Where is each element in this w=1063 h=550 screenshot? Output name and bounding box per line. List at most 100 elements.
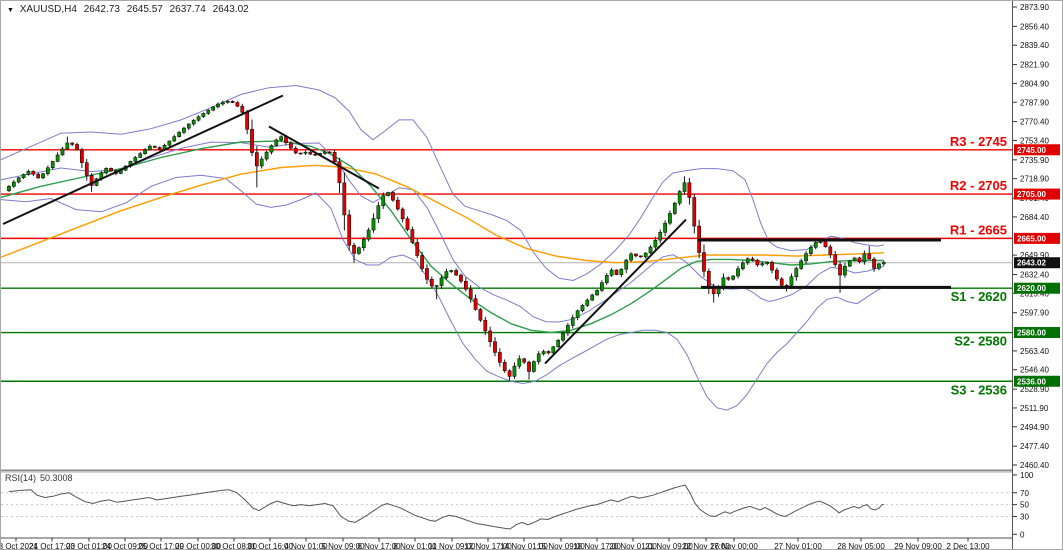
trend-line-1[interactable] [2, 94, 284, 225]
rsi-tick-label: 50 [1020, 501, 1029, 510]
candle-bear [245, 112, 249, 130]
candle-bear [454, 270, 458, 276]
candle-bear [395, 199, 400, 210]
candle-bear [488, 330, 492, 342]
candle-bull [862, 253, 867, 263]
price-level-box [1014, 144, 1060, 156]
price-axis-bg[interactable] [1013, 1, 1063, 550]
price-level-box-label: 2620.00 [1017, 284, 1046, 293]
candle-bull [26, 170, 31, 175]
candle-bear [70, 142, 75, 145]
rsi-tick-label: 100 [1020, 471, 1034, 480]
candle-bear [527, 361, 531, 372]
time-tick-label: 24 Oct 09:00 [102, 542, 148, 550]
candle-bear [157, 147, 162, 150]
time-tick-label: 28 Nov 05:00 [837, 542, 885, 550]
candle-bear [352, 245, 356, 254]
candle-bear [706, 271, 711, 288]
candle-bear [337, 161, 342, 184]
candle-bull [517, 358, 522, 367]
candle-bull [225, 100, 230, 103]
price-level-box-label: 2536.00 [1017, 377, 1046, 386]
bollinger-lower-band [1, 174, 885, 411]
candle-bear [775, 269, 779, 280]
rsi-tick-label: 0 [1020, 530, 1025, 539]
candle-bear [473, 298, 478, 310]
candle-bull [439, 277, 444, 286]
sr-label-r2[interactable]: R2 - 2705 [950, 178, 1007, 193]
sr-label-s1[interactable]: S1 - 2620 [951, 289, 1007, 304]
candle-bull [50, 161, 55, 168]
candle-bull [804, 253, 808, 262]
time-tick-label: 31 Oct 16:00 [247, 542, 293, 550]
candle-bear [726, 277, 731, 280]
candle-bull [663, 222, 667, 233]
price-level-box [1014, 375, 1060, 387]
candle-bear [493, 341, 497, 353]
candle-bull [677, 191, 682, 204]
candle-bear [80, 149, 84, 163]
ohlc-low: 2637.74 [169, 4, 206, 15]
price-tick-label: 2632.40 [1020, 270, 1049, 279]
slow-ma-line [1, 164, 885, 264]
candle-bear [152, 145, 157, 148]
candle-bull [444, 271, 449, 279]
candle-bull [512, 365, 517, 377]
candle-bull [877, 263, 881, 269]
candle-bull [16, 177, 21, 183]
candle-bull [765, 262, 770, 264]
candle-bull [532, 361, 536, 372]
price-level-box [1014, 188, 1060, 200]
candle-bull [556, 339, 561, 348]
sr-label-s2[interactable]: S2- 2580 [954, 334, 1007, 349]
candle-bull [264, 151, 269, 160]
candle-bull [216, 103, 220, 108]
candle-bear [459, 274, 463, 282]
price-level-box [1014, 257, 1060, 269]
time-tick-label: 11 Nov 09:00 [429, 542, 477, 550]
sr-label-r3[interactable]: R3 - 2745 [950, 134, 1007, 149]
bollinger-upper-band [1, 84, 885, 282]
candle-bear [614, 269, 619, 275]
time-tick-label: 6 Nov 17:00 [357, 542, 401, 550]
candle-bull [138, 153, 143, 158]
price-level-box [1014, 327, 1060, 339]
candle-bear [391, 192, 395, 201]
price-axis[interactable]: 2873.90 2856.40 2839.40 2821.90 2804.90 2787.… [1012, 1, 1063, 550]
time-tick-label: 29 Nov 09:00 [894, 542, 942, 550]
candle-bull [381, 195, 386, 206]
sr-label-s3[interactable]: S3 - 2536 [951, 382, 1007, 397]
price-tick-label: 2563.40 [1020, 347, 1049, 356]
candle-bull [143, 149, 147, 154]
time-tick-label: 29 Oct 00:00 [175, 542, 221, 550]
candle-bear [84, 162, 89, 176]
candle-bear [347, 214, 352, 246]
price-tick-label: 2770.40 [1020, 118, 1049, 127]
price-tick-label: 2753.40 [1020, 136, 1049, 145]
candle-bull [585, 299, 590, 306]
symbol-dropdown-icon[interactable]: ▼ [7, 7, 14, 14]
rsi-line [8, 484, 885, 530]
candle-bull [274, 139, 279, 146]
candle-bull [619, 268, 624, 275]
candle-bear [838, 264, 842, 276]
candle-bull [789, 276, 794, 286]
time-tick-label: 26 Nov 00:00 [710, 542, 758, 550]
candle-bull [259, 158, 264, 167]
candle-bear [867, 253, 872, 260]
rsi-pane [1, 484, 1012, 530]
trend-line-3[interactable] [544, 218, 687, 365]
sr-label-r1[interactable]: R1 - 2665 [950, 222, 1007, 237]
candle-bull [366, 229, 371, 240]
candle-bull [570, 317, 575, 326]
candle-bear [872, 258, 876, 269]
candle-bear [235, 102, 240, 107]
trend-line-2[interactable] [268, 125, 380, 190]
candle-bull [371, 218, 376, 231]
candle-bull [41, 173, 45, 179]
candle-bull [609, 269, 614, 276]
candle-bear [634, 253, 638, 257]
candle-bear [750, 258, 755, 261]
